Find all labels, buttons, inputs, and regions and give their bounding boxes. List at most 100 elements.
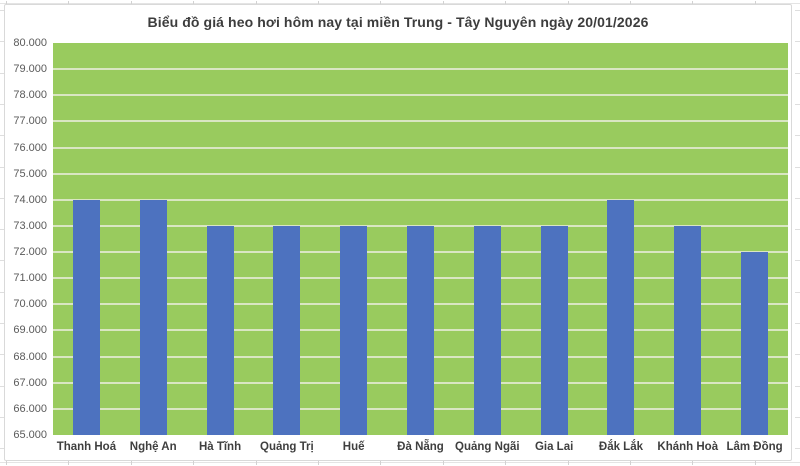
sheet-column-tick: [318, 460, 319, 465]
sheet-column-tick: [443, 460, 444, 465]
sheet-row-tick: [0, 135, 5, 136]
sheet-row-tick: [795, 135, 800, 136]
sheet-column-tick: [505, 1, 506, 6]
y-tick-label: 70.000: [13, 298, 47, 311]
sheet-column-tick: [505, 460, 506, 465]
sheet-row-tick: [795, 417, 800, 418]
sheet-row-tick: [0, 292, 5, 293]
sheet-column-tick: [630, 1, 631, 6]
y-tick-label: 67.000: [13, 376, 47, 389]
y-tick-label: 74.000: [13, 193, 47, 206]
sheet-row-tick: [795, 198, 800, 199]
category-label: Lâm Đồng: [726, 441, 783, 453]
sheet-row-tick: [795, 73, 800, 74]
sheet-column-tick: [443, 1, 444, 6]
bar: [540, 225, 568, 435]
sheet-row-tick: [795, 292, 800, 293]
chart: Biểu đồ giá heo hơi hôm nay tại miền Tru…: [4, 4, 792, 461]
sheet-row-tick: [0, 167, 5, 168]
sheet-row-tick: [795, 167, 800, 168]
sheet-row-tick: [0, 41, 5, 42]
bar: [407, 225, 434, 435]
sheet-column-tick: [568, 1, 569, 6]
sheet-column-tick: [131, 460, 132, 465]
gridline: [53, 94, 788, 97]
sheet-column-tick: [692, 460, 693, 465]
sheet-column-tick: [630, 460, 631, 465]
sheet-row-tick: [795, 229, 800, 230]
sheet-row-tick: [795, 10, 800, 11]
y-tick-label: 71.000: [13, 272, 47, 285]
y-tick-label: 80.000: [13, 37, 47, 49]
sheet-column-tick: [193, 460, 194, 465]
category-label: Hà Tĩnh: [198, 441, 242, 453]
sheet-column-tick: [131, 1, 132, 6]
category-label: Huế: [342, 441, 365, 453]
category-label: Quảng Ngãi: [455, 441, 520, 453]
y-tick-label: 78.000: [13, 89, 47, 102]
gridline: [53, 198, 788, 201]
sheet-column-tick: [256, 1, 257, 6]
y-tick-label: 75.000: [13, 167, 47, 180]
sheet-row-tick: [795, 386, 800, 387]
sheet-column-tick: [256, 460, 257, 465]
category-label: Quảng Trị: [260, 441, 314, 453]
category-label: Khánh Hoà: [657, 441, 719, 453]
sheet-column-tick: [68, 1, 69, 6]
gridline: [53, 120, 788, 123]
sheet-row-tick: [795, 41, 800, 42]
sheet-row-tick: [0, 386, 5, 387]
bar: [607, 199, 635, 435]
sheet-row-tick: [0, 229, 5, 230]
chart-title: Biểu đồ giá heo hơi hôm nay tại miền Tru…: [147, 14, 649, 30]
bar: [206, 225, 234, 435]
bar: [139, 199, 167, 435]
sheet-row-tick: [0, 323, 5, 324]
y-tick-label: 72.000: [13, 246, 47, 259]
category-label: Thanh Hoá: [56, 441, 117, 453]
y-tick-label: 69.000: [13, 324, 47, 337]
gridline: [53, 146, 788, 149]
sheet-column-tick: [755, 1, 756, 6]
sheet-column-tick: [692, 1, 693, 6]
sheet-row-tick: [795, 354, 800, 355]
sheet-column-tick: [68, 460, 69, 465]
y-tick-label: 68.000: [13, 350, 47, 363]
bar: [473, 225, 501, 435]
sheet-row-tick: [0, 448, 5, 449]
sheet-row-tick: [0, 417, 5, 418]
gridline: [53, 68, 788, 71]
sheet-row-tick: [0, 354, 5, 355]
plot-area: [53, 43, 788, 435]
y-tick-label: 79.000: [13, 63, 47, 76]
sheet-column-tick: [568, 460, 569, 465]
y-tick-label: 66.000: [13, 402, 47, 415]
sheet-row-tick: [795, 260, 800, 261]
sheet-row-tick: [0, 10, 5, 11]
sheet-row-tick: [795, 323, 800, 324]
sheet-column-tick: [380, 1, 381, 6]
sheet-column-tick: [6, 1, 7, 6]
bar: [741, 252, 769, 435]
sheet-row-tick: [0, 104, 5, 105]
category-label: Nghệ An: [129, 441, 177, 453]
sheet-row-line: [0, 3, 800, 4]
y-tick-label: 77.000: [13, 115, 47, 128]
sheet-row-tick: [0, 73, 5, 74]
sheet-row-line: [0, 462, 800, 463]
sheet-column-tick: [193, 1, 194, 6]
sheet-row-tick: [795, 104, 800, 105]
bar: [674, 225, 702, 435]
bar: [273, 225, 301, 435]
y-tick-label: 76.000: [13, 141, 47, 154]
sheet-column-tick: [755, 460, 756, 465]
y-tick-label: 73.000: [13, 219, 47, 232]
category-label: Đà Nẵng: [397, 441, 444, 453]
bar: [340, 225, 368, 435]
sheet-column-tick: [380, 460, 381, 465]
y-tick-label: 65.000: [13, 429, 47, 441]
category-label: Đắk Lắk: [598, 441, 643, 453]
sheet-column-tick: [6, 460, 7, 465]
category-label: Gia Lai: [534, 441, 574, 453]
